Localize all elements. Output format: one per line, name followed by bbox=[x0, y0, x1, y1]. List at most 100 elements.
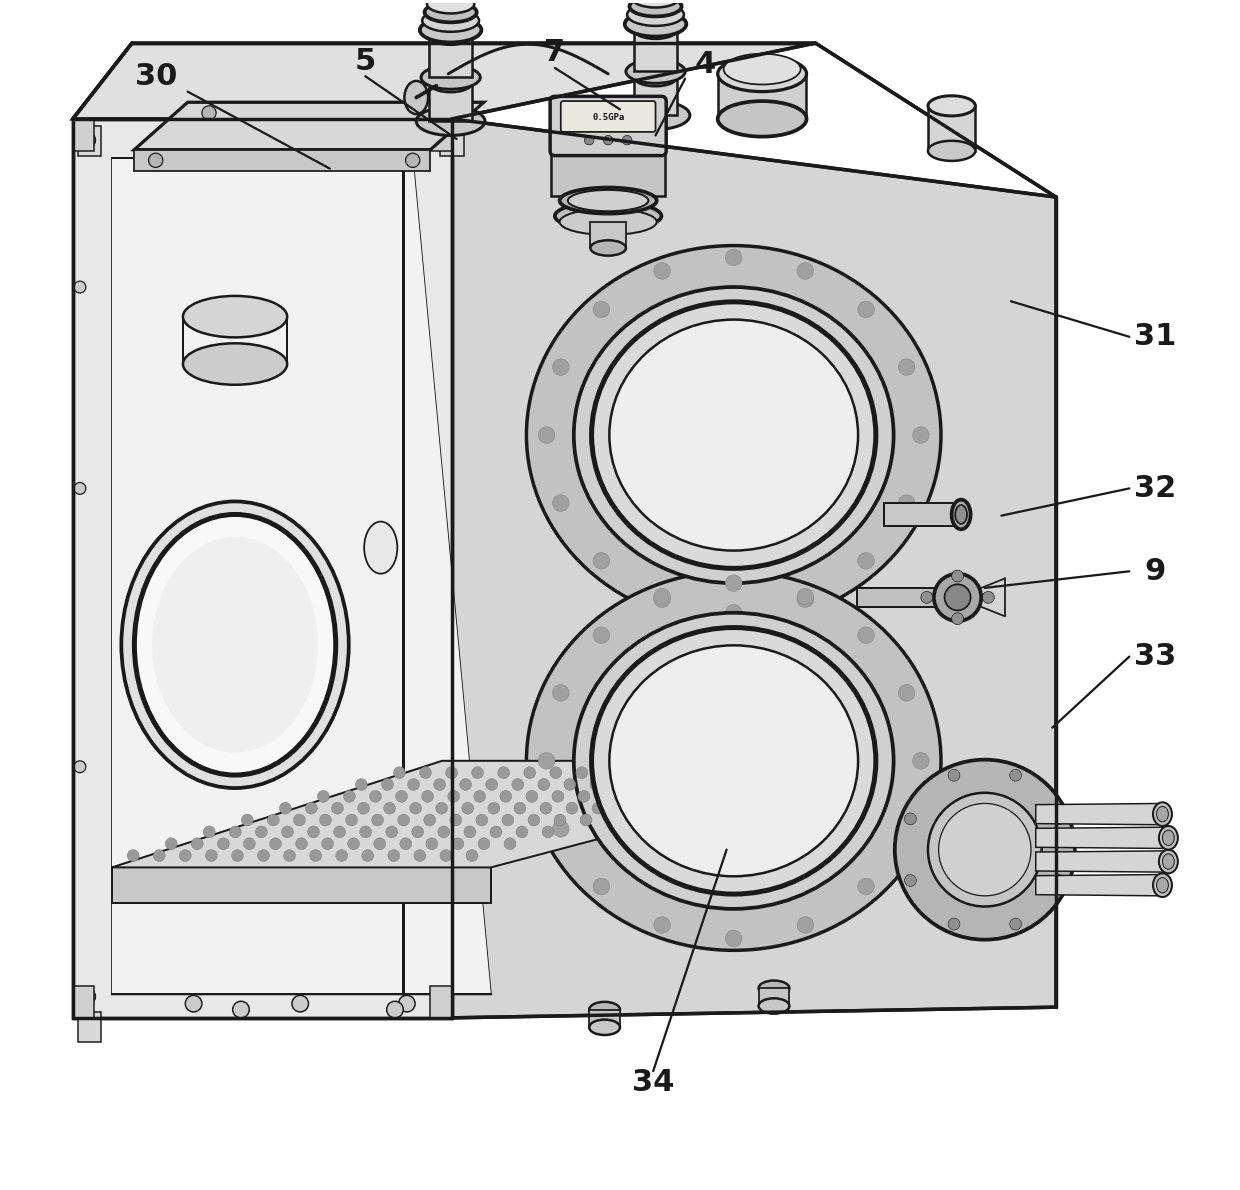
Text: 32: 32 bbox=[1135, 474, 1177, 503]
Polygon shape bbox=[451, 119, 1056, 1017]
Ellipse shape bbox=[424, 2, 476, 23]
Circle shape bbox=[343, 790, 356, 802]
Ellipse shape bbox=[632, 0, 680, 7]
Circle shape bbox=[797, 263, 813, 280]
Circle shape bbox=[653, 591, 671, 608]
Circle shape bbox=[217, 838, 229, 850]
Circle shape bbox=[185, 995, 202, 1011]
Ellipse shape bbox=[718, 101, 806, 137]
Circle shape bbox=[243, 838, 255, 850]
Circle shape bbox=[74, 281, 86, 293]
Polygon shape bbox=[134, 150, 430, 171]
Polygon shape bbox=[78, 1012, 102, 1041]
Ellipse shape bbox=[1162, 853, 1174, 869]
Polygon shape bbox=[134, 102, 484, 150]
Polygon shape bbox=[430, 119, 451, 151]
Circle shape bbox=[149, 154, 162, 168]
Circle shape bbox=[279, 802, 291, 814]
Circle shape bbox=[1053, 875, 1065, 887]
Circle shape bbox=[154, 850, 165, 862]
Circle shape bbox=[898, 359, 915, 375]
Circle shape bbox=[405, 154, 420, 168]
Circle shape bbox=[412, 826, 424, 838]
Circle shape bbox=[399, 838, 412, 850]
Circle shape bbox=[797, 916, 813, 933]
Ellipse shape bbox=[527, 245, 941, 625]
Circle shape bbox=[255, 826, 268, 838]
Polygon shape bbox=[73, 985, 94, 1017]
Circle shape bbox=[949, 769, 960, 781]
Circle shape bbox=[490, 826, 502, 838]
Circle shape bbox=[549, 766, 562, 778]
Circle shape bbox=[268, 814, 279, 826]
Circle shape bbox=[429, 132, 446, 149]
Text: 9: 9 bbox=[1145, 557, 1166, 585]
Ellipse shape bbox=[574, 613, 894, 909]
Circle shape bbox=[503, 838, 516, 850]
Circle shape bbox=[408, 778, 419, 790]
Circle shape bbox=[308, 826, 320, 838]
Circle shape bbox=[694, 778, 706, 790]
Circle shape bbox=[604, 136, 613, 145]
Circle shape bbox=[336, 850, 347, 862]
Ellipse shape bbox=[1157, 807, 1168, 822]
Circle shape bbox=[203, 826, 216, 838]
Circle shape bbox=[321, 838, 334, 850]
Polygon shape bbox=[1035, 851, 1168, 872]
Circle shape bbox=[372, 814, 383, 826]
Circle shape bbox=[951, 613, 963, 625]
Polygon shape bbox=[884, 502, 961, 526]
Circle shape bbox=[653, 263, 671, 280]
Circle shape bbox=[396, 790, 408, 802]
Polygon shape bbox=[112, 868, 491, 903]
Circle shape bbox=[554, 814, 565, 826]
Ellipse shape bbox=[568, 190, 649, 212]
Polygon shape bbox=[552, 151, 665, 196]
Circle shape bbox=[575, 766, 588, 778]
Circle shape bbox=[898, 684, 915, 701]
Text: 7: 7 bbox=[544, 38, 565, 67]
Circle shape bbox=[310, 850, 321, 862]
Ellipse shape bbox=[634, 69, 677, 87]
Ellipse shape bbox=[184, 296, 288, 338]
Circle shape bbox=[74, 482, 86, 494]
Polygon shape bbox=[857, 588, 936, 607]
Ellipse shape bbox=[724, 54, 801, 84]
Ellipse shape bbox=[759, 981, 790, 996]
Circle shape bbox=[460, 778, 471, 790]
Circle shape bbox=[904, 875, 916, 887]
Circle shape bbox=[553, 684, 569, 701]
Circle shape bbox=[393, 766, 405, 778]
Circle shape bbox=[464, 826, 476, 838]
Ellipse shape bbox=[134, 514, 336, 775]
Text: 5: 5 bbox=[355, 48, 376, 76]
Polygon shape bbox=[429, 83, 472, 121]
Circle shape bbox=[619, 802, 630, 814]
Circle shape bbox=[590, 778, 601, 790]
Ellipse shape bbox=[951, 500, 971, 530]
Circle shape bbox=[229, 826, 242, 838]
Circle shape bbox=[258, 850, 269, 862]
Circle shape bbox=[360, 826, 372, 838]
Ellipse shape bbox=[718, 56, 806, 92]
Circle shape bbox=[898, 821, 915, 837]
Polygon shape bbox=[78, 126, 102, 156]
Ellipse shape bbox=[626, 60, 686, 83]
Circle shape bbox=[440, 850, 451, 862]
Circle shape bbox=[538, 778, 549, 790]
Ellipse shape bbox=[574, 287, 894, 583]
Circle shape bbox=[448, 790, 460, 802]
Ellipse shape bbox=[759, 998, 790, 1014]
Ellipse shape bbox=[625, 12, 686, 37]
Ellipse shape bbox=[422, 10, 479, 32]
Circle shape bbox=[858, 627, 874, 644]
Circle shape bbox=[305, 802, 317, 814]
Circle shape bbox=[578, 790, 590, 802]
Circle shape bbox=[516, 826, 528, 838]
Circle shape bbox=[681, 766, 692, 778]
Circle shape bbox=[422, 790, 434, 802]
Circle shape bbox=[630, 790, 642, 802]
Ellipse shape bbox=[554, 202, 661, 230]
Circle shape bbox=[206, 850, 217, 862]
Circle shape bbox=[526, 790, 538, 802]
